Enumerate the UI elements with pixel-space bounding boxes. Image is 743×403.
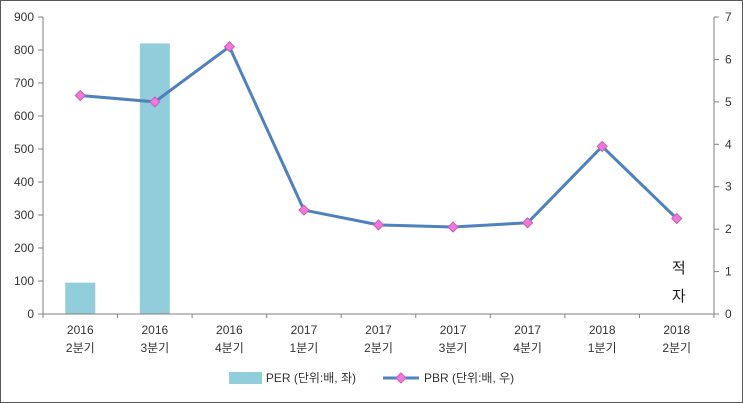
chart-legend: PER (단위:배, 좌) PBR (단위:배, 우) — [1, 369, 742, 386]
right-axis-tick-0: 0 — [725, 307, 732, 321]
left-axis-tick-100: 100 — [14, 274, 34, 288]
left-axis-tick-0: 0 — [27, 307, 34, 321]
legend-label-per: PER (단위:배, 좌) — [265, 371, 356, 385]
legend-label-pbr: PBR (단위:배, 우) — [424, 371, 515, 385]
per-bar-1 — [139, 43, 170, 315]
pbr-marker-0 — [74, 89, 86, 102]
pbr-marker-5 — [447, 221, 459, 233]
x-label-quarter-7: 1분기 — [588, 341, 617, 355]
x-label-year-8: 2018 — [663, 323, 690, 337]
legend-item-pbr: PBR (단위:배, 우) — [382, 369, 514, 386]
x-label-quarter-1: 3분기 — [140, 341, 169, 355]
left-axis-tick-900: 900 — [14, 10, 34, 24]
left-axis-tick-200: 200 — [14, 241, 34, 255]
pbr-line-swatch — [383, 371, 419, 384]
x-label-quarter-3: 1분기 — [290, 341, 319, 355]
x-label-year-4: 2017 — [365, 323, 392, 337]
legend-item-per: PER (단위:배, 좌) — [228, 369, 356, 386]
right-axis-tick-3: 3 — [725, 180, 732, 194]
pbr-marker-2 — [223, 40, 236, 53]
x-label-year-7: 2018 — [589, 323, 616, 337]
pbr-marker-4 — [372, 219, 385, 231]
x-label-quarter-8: 2분기 — [662, 341, 691, 355]
x-label-year-3: 2017 — [291, 323, 318, 337]
x-label-quarter-0: 2분기 — [66, 341, 95, 355]
x-label-quarter-6: 4분기 — [513, 341, 542, 355]
pbr-marker-6 — [521, 217, 534, 229]
per-bar-0 — [65, 282, 96, 314]
left-axis-tick-400: 400 — [14, 175, 34, 189]
right-axis-tick-1: 1 — [725, 265, 732, 279]
left-axis-tick-300: 300 — [14, 208, 34, 222]
x-label-year-5: 2017 — [440, 323, 467, 337]
right-axis-tick-5: 5 — [725, 95, 732, 109]
x-label-year-0: 2016 — [67, 323, 94, 337]
pbr-marker-7 — [596, 140, 608, 153]
x-label-year-6: 2017 — [514, 323, 541, 337]
x-label-year-1: 2016 — [141, 323, 168, 337]
x-label-quarter-5: 3분기 — [439, 341, 468, 355]
deficit-annotation-line-0: 적 — [672, 260, 686, 277]
x-label-quarter-2: 4분기 — [215, 341, 244, 355]
right-axis-tick-6: 6 — [725, 52, 732, 66]
deficit-annotation-line-1: 자 — [672, 288, 686, 305]
left-axis-tick-700: 700 — [14, 76, 34, 90]
left-axis-tick-600: 600 — [14, 109, 34, 123]
x-label-quarter-4: 2분기 — [364, 341, 393, 355]
right-axis-tick-4: 4 — [725, 137, 732, 151]
x-label-year-2: 2016 — [216, 323, 243, 337]
right-axis-tick-2: 2 — [725, 222, 732, 236]
pbr-marker-8 — [671, 212, 683, 225]
pbr-marker-1 — [149, 96, 161, 108]
right-axis-tick-7: 7 — [725, 10, 732, 24]
per-bar-swatch — [228, 371, 262, 384]
pbr-marker-3 — [298, 204, 310, 216]
left-axis-tick-500: 500 — [14, 142, 34, 156]
left-axis-tick-800: 800 — [14, 43, 34, 57]
